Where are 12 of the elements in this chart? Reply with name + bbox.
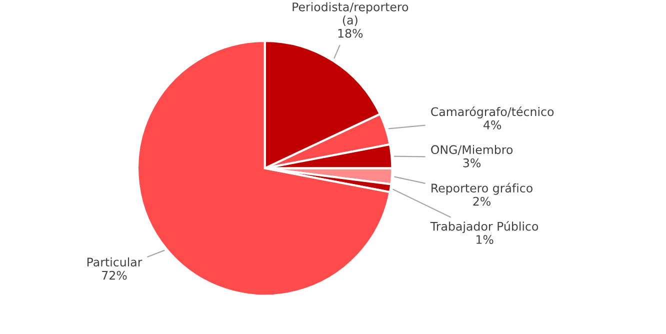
data-label: 3% — [463, 158, 481, 168]
slice-label: Camarógrafo/técnico — [431, 106, 554, 118]
data-label: 2% — [473, 196, 490, 206]
slice-label: Trabajador Público — [430, 221, 538, 234]
data-label: 18% — [338, 28, 363, 38]
data-label: 4% — [484, 120, 502, 130]
slice-label: Particular — [87, 257, 142, 267]
slice-label: Periodista/reportero (a) — [292, 2, 408, 26]
data-label: 72% — [102, 270, 127, 280]
data-label: 1% — [476, 235, 494, 244]
slice-label: ONG/Miembro — [431, 144, 513, 156]
slice-label: Reportero gráfico — [432, 182, 532, 195]
